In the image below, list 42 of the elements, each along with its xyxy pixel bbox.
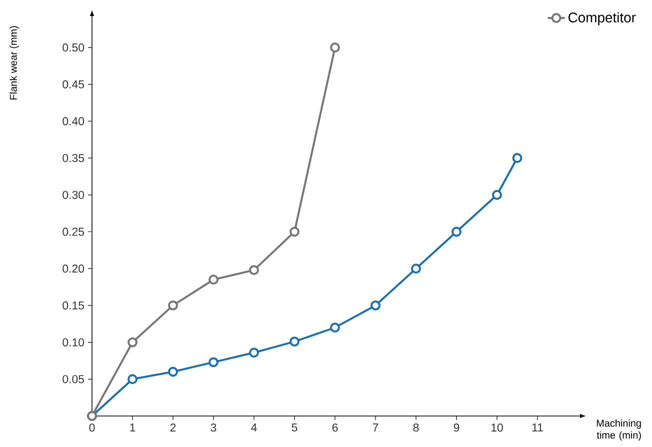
x-axis-title: Machining time (min)	[596, 419, 641, 441]
point	[411, 264, 421, 274]
point	[168, 366, 178, 377]
y-tick-label: 0.10	[62, 338, 84, 346]
x-tick-label: 1	[130, 424, 136, 432]
point	[512, 153, 522, 164]
y-tick-label: 0.50	[62, 43, 84, 52]
point	[208, 357, 218, 368]
x-tick-label: 11	[532, 424, 543, 432]
point	[492, 190, 502, 200]
point	[370, 300, 380, 310]
y-tick-label: 0.30	[62, 190, 84, 199]
point	[128, 337, 138, 348]
y-tick-label: 0.35	[62, 154, 84, 162]
point	[330, 42, 340, 52]
y-tick-label: 0.25	[62, 228, 84, 236]
x-tick-label: 8	[413, 424, 419, 432]
x-tick-label: 4	[251, 424, 257, 432]
point	[290, 226, 300, 237]
point	[452, 226, 462, 237]
point	[128, 374, 138, 384]
legend-label: Competitor	[568, 12, 636, 26]
x-tick-label: 3	[210, 424, 216, 432]
y-tick-label: 0.05	[62, 375, 84, 384]
y-tick-label: 0.40	[62, 117, 84, 126]
point	[249, 265, 259, 276]
x-tick-label: 9	[454, 424, 460, 432]
point	[290, 336, 300, 347]
x-tick-label: 6	[332, 424, 338, 432]
point	[330, 322, 340, 333]
x-tick-label: 7	[372, 424, 378, 432]
x-tick-label: 5	[292, 424, 298, 432]
point	[249, 348, 259, 358]
x-tick-label: 10	[492, 424, 503, 432]
y-tick-label: 0.45	[62, 80, 84, 88]
x-tick-label: 0	[89, 424, 95, 432]
point	[208, 274, 218, 285]
y-tick-label: 0.20	[62, 264, 84, 273]
x-tick-label: 2	[170, 424, 176, 432]
y-tick-label: 0.15	[62, 301, 84, 310]
point	[168, 300, 178, 310]
y-axis-title: Flank wear (mm)	[10, 26, 19, 100]
